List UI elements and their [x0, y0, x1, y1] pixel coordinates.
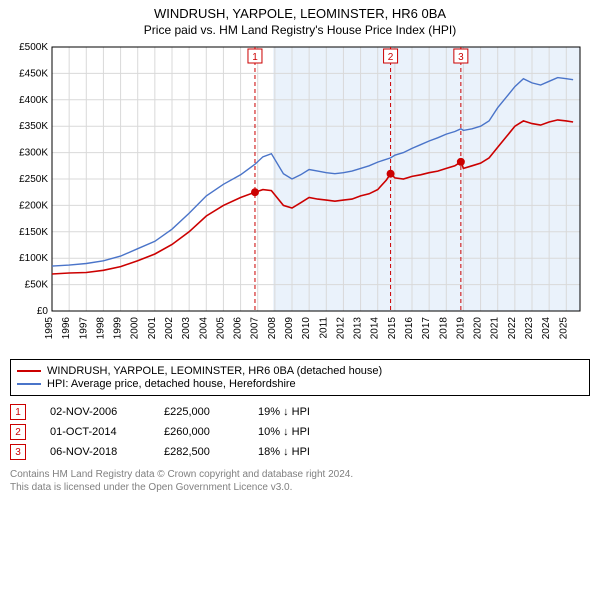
svg-text:2006: 2006 [233, 317, 244, 340]
svg-text:2011: 2011 [318, 317, 329, 339]
svg-text:1995: 1995 [44, 317, 55, 340]
svg-text:£150K: £150K [19, 227, 48, 238]
svg-text:1998: 1998 [95, 317, 106, 340]
attribution: Contains HM Land Registry data © Crown c… [10, 468, 590, 494]
svg-text:2019: 2019 [455, 317, 466, 340]
svg-text:3: 3 [458, 52, 464, 63]
legend-item: WINDRUSH, YARPOLE, LEOMINSTER, HR6 0BA (… [17, 365, 583, 377]
sale-date: 06-NOV-2018 [50, 446, 140, 458]
svg-text:2020: 2020 [473, 317, 484, 340]
svg-text:2000: 2000 [130, 317, 141, 340]
svg-text:£250K: £250K [19, 174, 48, 185]
sale-delta: 19% ↓ HPI [258, 406, 348, 418]
svg-text:2017: 2017 [421, 317, 432, 340]
svg-text:2022: 2022 [507, 317, 518, 340]
svg-text:2003: 2003 [181, 317, 192, 340]
sale-delta: 10% ↓ HPI [258, 426, 348, 438]
svg-text:2013: 2013 [353, 317, 364, 340]
sale-date: 01-OCT-2014 [50, 426, 140, 438]
legend-label: WINDRUSH, YARPOLE, LEOMINSTER, HR6 0BA (… [47, 365, 382, 377]
sale-price: £282,500 [164, 446, 234, 458]
legend-label: HPI: Average price, detached house, Here… [47, 378, 296, 390]
svg-text:2016: 2016 [404, 317, 415, 340]
svg-text:£400K: £400K [19, 95, 48, 106]
svg-text:2009: 2009 [284, 317, 295, 340]
svg-text:2023: 2023 [524, 317, 535, 340]
sale-price: £260,000 [164, 426, 234, 438]
sale-marker-box: 2 [10, 424, 26, 440]
sales-row: 1 02-NOV-2006 £225,000 19% ↓ HPI [10, 404, 590, 420]
svg-text:2010: 2010 [301, 317, 312, 340]
sale-marker-box: 3 [10, 444, 26, 460]
svg-text:2002: 2002 [164, 317, 175, 340]
sales-table: 1 02-NOV-2006 £225,000 19% ↓ HPI 2 01-OCT-201… [10, 404, 590, 460]
svg-text:2018: 2018 [438, 317, 449, 340]
svg-text:2015: 2015 [387, 317, 398, 340]
sale-delta: 18% ↓ HPI [258, 446, 348, 458]
attribution-line: This data is licensed under the Open Gov… [10, 481, 590, 494]
sale-marker-box: 1 [10, 404, 26, 420]
sale-price: £225,000 [164, 406, 234, 418]
chart-subtitle: Price paid vs. HM Land Registry's House … [10, 23, 590, 37]
sale-date: 02-NOV-2006 [50, 406, 140, 418]
svg-text:2007: 2007 [250, 317, 261, 340]
svg-text:£450K: £450K [19, 68, 48, 79]
svg-text:2021: 2021 [490, 317, 501, 340]
svg-text:£500K: £500K [19, 43, 48, 53]
svg-text:£50K: £50K [25, 280, 49, 291]
svg-text:2014: 2014 [370, 317, 381, 340]
svg-text:£200K: £200K [19, 200, 48, 211]
legend: WINDRUSH, YARPOLE, LEOMINSTER, HR6 0BA (… [10, 359, 590, 396]
svg-text:1999: 1999 [113, 317, 124, 340]
svg-text:1996: 1996 [61, 317, 72, 340]
price-chart: £0 £50K £100K £150K £200K £250K £300K £350K £400… [10, 43, 590, 353]
chart-title: WINDRUSH, YARPOLE, LEOMINSTER, HR6 0BA [10, 6, 590, 21]
sales-row: 3 06-NOV-2018 £282,500 18% ↓ HPI [10, 444, 590, 460]
svg-text:2024: 2024 [541, 317, 552, 340]
svg-text:1997: 1997 [78, 317, 89, 340]
svg-text:2001: 2001 [147, 317, 158, 340]
svg-text:2025: 2025 [558, 317, 569, 340]
svg-text:2012: 2012 [335, 317, 346, 340]
svg-text:2: 2 [388, 52, 394, 63]
svg-text:£350K: £350K [19, 121, 48, 132]
svg-text:£0: £0 [37, 306, 49, 317]
svg-text:£100K: £100K [19, 253, 48, 264]
svg-text:£300K: £300K [19, 148, 48, 159]
svg-text:1: 1 [252, 52, 258, 63]
legend-item: HPI: Average price, detached house, Here… [17, 378, 583, 390]
sales-row: 2 01-OCT-2014 £260,000 10% ↓ HPI [10, 424, 590, 440]
svg-text:2005: 2005 [215, 317, 226, 340]
legend-swatch [17, 370, 41, 372]
legend-swatch [17, 383, 41, 385]
svg-text:2008: 2008 [267, 317, 278, 340]
svg-text:2004: 2004 [198, 317, 209, 340]
attribution-line: Contains HM Land Registry data © Crown c… [10, 468, 590, 481]
